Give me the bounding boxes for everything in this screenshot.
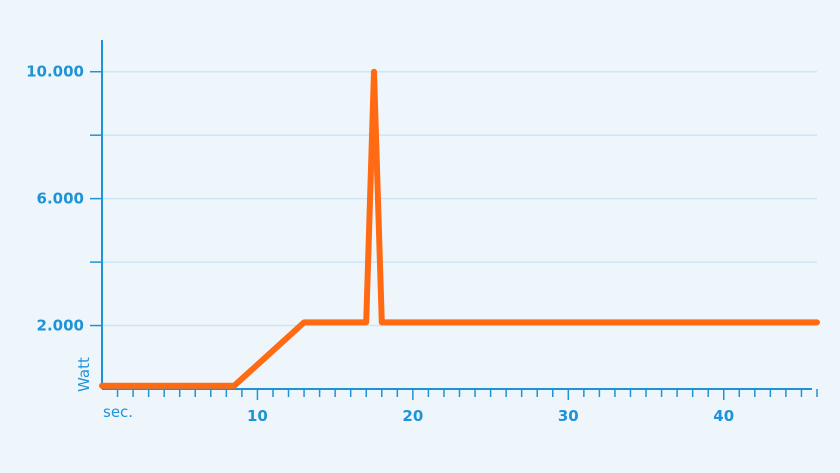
axis-layer bbox=[102, 40, 812, 389]
y-tick-label: 2.000 bbox=[37, 317, 84, 335]
grid-layer bbox=[102, 72, 817, 326]
x-tick-label: 20 bbox=[402, 407, 423, 425]
power-series-line bbox=[102, 72, 817, 386]
y-tick-label: 6.000 bbox=[37, 190, 84, 208]
y-axis-title: Watt bbox=[75, 357, 93, 392]
series-layer bbox=[102, 72, 817, 386]
x-tick-label: 40 bbox=[713, 407, 734, 425]
x-tick-label: 30 bbox=[558, 407, 579, 425]
tick-layer bbox=[90, 72, 817, 400]
x-axis-title: sec. bbox=[103, 403, 133, 421]
x-tick-label: 10 bbox=[247, 407, 268, 425]
y-tick-label: 10.000 bbox=[26, 63, 84, 81]
